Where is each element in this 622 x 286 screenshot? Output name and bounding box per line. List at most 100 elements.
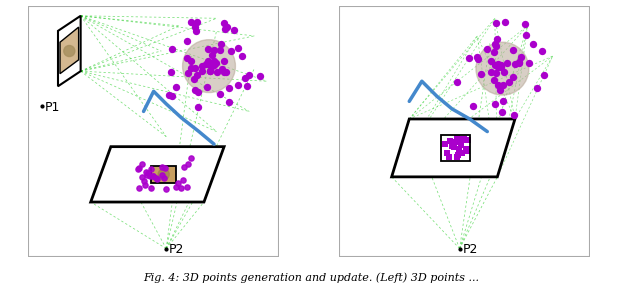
Point	[137, 174, 147, 179]
Polygon shape	[91, 147, 224, 202]
Point	[216, 41, 226, 46]
Point	[205, 68, 215, 73]
Point	[142, 172, 152, 177]
Point	[203, 59, 213, 63]
Point	[464, 56, 474, 61]
Point	[171, 184, 181, 189]
Point	[498, 99, 508, 104]
Point	[472, 55, 482, 59]
Point	[141, 183, 151, 187]
Point	[233, 46, 243, 51]
Circle shape	[476, 42, 529, 95]
Point	[516, 55, 526, 59]
Point	[183, 162, 193, 166]
Text: P2: P2	[169, 243, 185, 256]
Point	[208, 58, 218, 63]
Point	[233, 82, 243, 87]
Point	[486, 70, 496, 74]
Point	[197, 69, 207, 74]
Point	[148, 174, 158, 178]
Point	[452, 155, 462, 160]
Point	[511, 61, 521, 66]
Point	[539, 72, 549, 77]
Point	[190, 87, 200, 92]
Point	[209, 63, 219, 68]
Point	[189, 77, 199, 81]
Point	[164, 92, 174, 97]
Point	[255, 74, 265, 78]
Point	[509, 112, 519, 117]
Point	[458, 136, 468, 141]
Point	[211, 70, 221, 74]
Point	[193, 105, 203, 110]
Point	[447, 143, 457, 148]
Point	[192, 20, 202, 24]
Point	[440, 142, 450, 146]
Point	[220, 27, 230, 31]
Point	[459, 137, 469, 142]
Point	[134, 186, 144, 191]
Point	[486, 58, 496, 63]
Point	[240, 76, 250, 80]
Point	[468, 104, 478, 109]
Circle shape	[183, 40, 236, 93]
Point	[452, 136, 462, 141]
Point	[463, 138, 473, 142]
Point	[500, 20, 510, 25]
Point	[142, 171, 152, 175]
Point	[458, 138, 468, 142]
Point	[178, 177, 188, 182]
Point	[207, 53, 216, 57]
Text: Fig. 4: 3D points generation and update. (Left) 3D points ...: Fig. 4: 3D points generation and update.…	[143, 273, 479, 283]
Point	[504, 80, 514, 84]
Point	[215, 47, 225, 52]
Point	[494, 87, 504, 92]
Point	[145, 174, 155, 178]
Point	[221, 69, 231, 74]
Point	[139, 178, 149, 183]
Point	[141, 170, 151, 174]
Point	[457, 151, 467, 156]
Point	[206, 62, 216, 67]
Point	[157, 165, 167, 169]
Point	[203, 46, 213, 51]
Point	[493, 65, 503, 69]
Point	[210, 47, 220, 52]
Point	[182, 39, 192, 43]
Circle shape	[64, 45, 75, 57]
Point	[215, 92, 225, 97]
Text: P1: P1	[45, 101, 60, 114]
Point	[182, 184, 192, 189]
Point	[491, 71, 501, 75]
Point	[133, 166, 143, 171]
Point	[476, 72, 486, 77]
Point	[165, 70, 175, 74]
Point	[532, 86, 542, 90]
Point	[160, 166, 170, 171]
Point	[453, 152, 463, 157]
Point	[220, 20, 230, 25]
Polygon shape	[392, 119, 515, 177]
Polygon shape	[60, 27, 78, 74]
Point	[192, 28, 202, 33]
Point	[499, 69, 509, 74]
Point	[193, 90, 203, 94]
Point	[514, 61, 524, 66]
Point	[462, 149, 471, 154]
Point	[146, 167, 156, 171]
Point	[537, 49, 547, 53]
Point	[172, 85, 182, 90]
Point	[493, 61, 503, 66]
Point	[152, 176, 162, 181]
Point	[490, 62, 500, 67]
Point	[157, 173, 167, 177]
Point	[445, 138, 455, 143]
Point	[179, 164, 189, 169]
Point	[442, 151, 452, 156]
Point	[182, 70, 192, 75]
Circle shape	[158, 169, 169, 180]
Point	[473, 57, 483, 62]
Polygon shape	[151, 166, 176, 183]
Point	[462, 147, 472, 152]
Point	[223, 86, 233, 90]
